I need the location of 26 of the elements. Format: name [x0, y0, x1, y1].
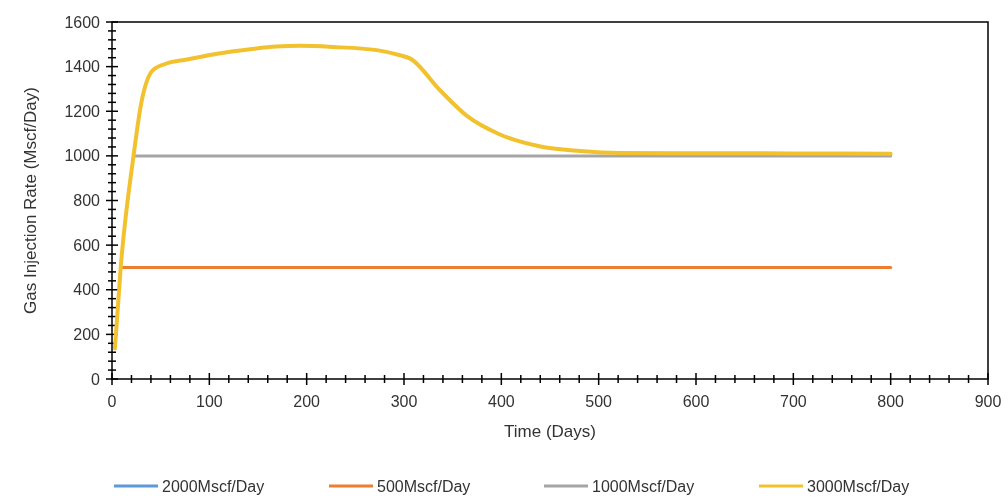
y-tick-label: 1000 — [64, 147, 101, 165]
legend-label: 2000Mscf/Day — [162, 477, 265, 495]
x-tick-label: 800 — [877, 393, 905, 410]
legend-label: 3000Mscf/Day — [807, 477, 910, 495]
y-tick-label: 1200 — [64, 102, 101, 120]
y-tick-label: 1600 — [64, 13, 101, 31]
x-tick-label: 400 — [487, 393, 515, 410]
line-series — [112, 43, 893, 351]
y-tick-label: 800 — [73, 192, 101, 210]
x-tick-label: 500 — [585, 393, 613, 410]
x-tick-label: 900 — [974, 393, 1002, 410]
y-tick-label: 1400 — [64, 58, 101, 76]
x-tick-label: 0 — [107, 393, 117, 410]
x-tick-label: 300 — [390, 393, 418, 410]
x-tick-label: 200 — [293, 393, 321, 410]
x-tick-label: 100 — [195, 393, 223, 410]
y-tick-label: 200 — [73, 325, 101, 343]
y-tick-label: 600 — [73, 236, 101, 254]
y-axis-title: Gas Injection Rate (Mscf/Day) — [21, 87, 40, 314]
y-tick-label: 0 — [91, 370, 101, 388]
y-tick-label: 400 — [73, 281, 101, 299]
legend-label: 1000Mscf/Day — [592, 477, 695, 495]
x-tick-label: 700 — [779, 393, 807, 410]
legend-label: 500Mscf/Day — [377, 477, 471, 495]
x-tick-label: 600 — [682, 393, 710, 410]
x-axis-title: Time (Days) — [504, 422, 596, 441]
